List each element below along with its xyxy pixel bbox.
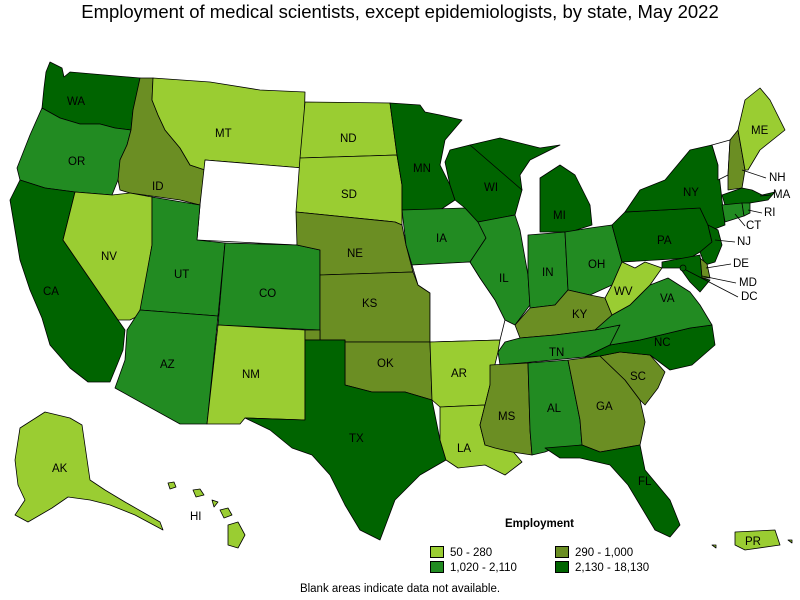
- label-MT: MT: [215, 128, 232, 140]
- legend-label: 1,020 - 2,110: [450, 562, 517, 574]
- label-DE: DE: [733, 258, 749, 270]
- label-OH: OH: [588, 259, 605, 271]
- label-PA: PA: [657, 235, 672, 247]
- label-MN: MN: [413, 163, 431, 175]
- label-MI: MI: [553, 210, 566, 222]
- state-CT[interactable]: [721, 202, 745, 223]
- label-MD: MD: [739, 277, 757, 289]
- legend-label: 50 - 280: [450, 547, 493, 559]
- legend-item-2: 290 - 1,000: [555, 545, 634, 560]
- label-OR: OR: [68, 156, 85, 168]
- label-NY: NY: [683, 187, 699, 199]
- label-AK: AK: [52, 463, 68, 475]
- label-NC: NC: [654, 337, 671, 349]
- state-IL[interactable]: [469, 214, 531, 326]
- label-UT: UT: [174, 269, 189, 281]
- label-NM: NM: [242, 369, 260, 381]
- label-TN: TN: [549, 347, 564, 359]
- label-AZ: AZ: [160, 359, 175, 371]
- state-MD[interactable]: [661, 254, 711, 293]
- label-FL: FL: [638, 476, 652, 488]
- footnote: Blank areas indicate data not available.: [299, 583, 501, 595]
- label-ID: ID: [152, 181, 164, 193]
- legend-swatch: [430, 560, 444, 573]
- label-GA: GA: [596, 401, 613, 413]
- state-DC[interactable]: [679, 264, 687, 272]
- label-NJ: NJ: [737, 236, 751, 248]
- label-NE: NE: [347, 248, 363, 260]
- state-FL[interactable]: [544, 444, 681, 538]
- label-IN: IN: [542, 267, 554, 279]
- legend-item-1: 50 - 280: [430, 545, 493, 560]
- label-CT: CT: [746, 220, 761, 232]
- state-WV[interactable]: [604, 261, 663, 316]
- label-AR: AR: [451, 368, 467, 380]
- label-HI: HI: [190, 511, 202, 523]
- legend-swatch: [430, 545, 444, 558]
- label-DC: DC: [741, 291, 758, 303]
- state-MI[interactable]: [469, 137, 593, 233]
- state-ND[interactable]: [299, 101, 398, 159]
- label-IA: IA: [436, 233, 447, 245]
- label-CO: CO: [259, 288, 276, 300]
- label-AL: AL: [547, 403, 562, 415]
- state-NJ[interactable]: [699, 224, 723, 266]
- label-OK: OK: [377, 358, 394, 370]
- state-PR[interactable]: [711, 529, 793, 551]
- label-ND: ND: [340, 133, 357, 145]
- state-TX[interactable]: [244, 339, 447, 541]
- state-AK[interactable]: [14, 411, 164, 531]
- label-MS: MS: [498, 411, 516, 423]
- label-TX: TX: [349, 433, 364, 445]
- label-SC: SC: [630, 371, 646, 383]
- legend-label: 290 - 1,000: [575, 547, 634, 559]
- legend-swatch: [555, 545, 569, 558]
- label-WA: WA: [67, 96, 85, 108]
- legend-item-3: 1,020 - 2,110: [430, 560, 517, 575]
- legend-item-4: 2,130 - 18,130: [555, 560, 650, 575]
- state-AZ[interactable]: [114, 309, 219, 425]
- label-VA: VA: [660, 293, 675, 305]
- label-WI: WI: [484, 182, 498, 194]
- state-VT[interactable]: [711, 139, 731, 181]
- label-ME: ME: [751, 125, 769, 137]
- legend: Employment 50 - 280 290 - 1,000 1,020 - …: [425, 518, 665, 578]
- label-CA: CA: [43, 286, 59, 298]
- state-MA[interactable]: [721, 187, 776, 206]
- label-leader-lines: [685, 169, 772, 298]
- state-NY[interactable]: [624, 144, 726, 231]
- label-RI: RI: [764, 207, 776, 219]
- label-WV: WV: [614, 286, 633, 298]
- state-ME[interactable]: [737, 87, 786, 171]
- state-WY[interactable]: [196, 159, 304, 246]
- state-CO[interactable]: [217, 242, 321, 331]
- state-HI[interactable]: [167, 481, 246, 549]
- legend-label: 2,130 - 18,130: [575, 562, 650, 574]
- label-IL: IL: [499, 273, 509, 285]
- state-RI[interactable]: [741, 202, 751, 217]
- label-PR: PR: [745, 536, 761, 548]
- label-KY: KY: [572, 309, 588, 321]
- label-KS: KS: [362, 298, 378, 310]
- state-MN[interactable]: [389, 102, 463, 211]
- label-NH: NH: [769, 172, 786, 184]
- legend-title: Employment: [505, 518, 575, 530]
- label-NV: NV: [101, 251, 117, 263]
- label-SD: SD: [341, 189, 357, 201]
- map-title: Employment of medical scientists, except…: [81, 1, 719, 22]
- label-MA: MA: [773, 189, 791, 201]
- label-LA: LA: [457, 443, 471, 455]
- legend-swatch: [555, 560, 569, 573]
